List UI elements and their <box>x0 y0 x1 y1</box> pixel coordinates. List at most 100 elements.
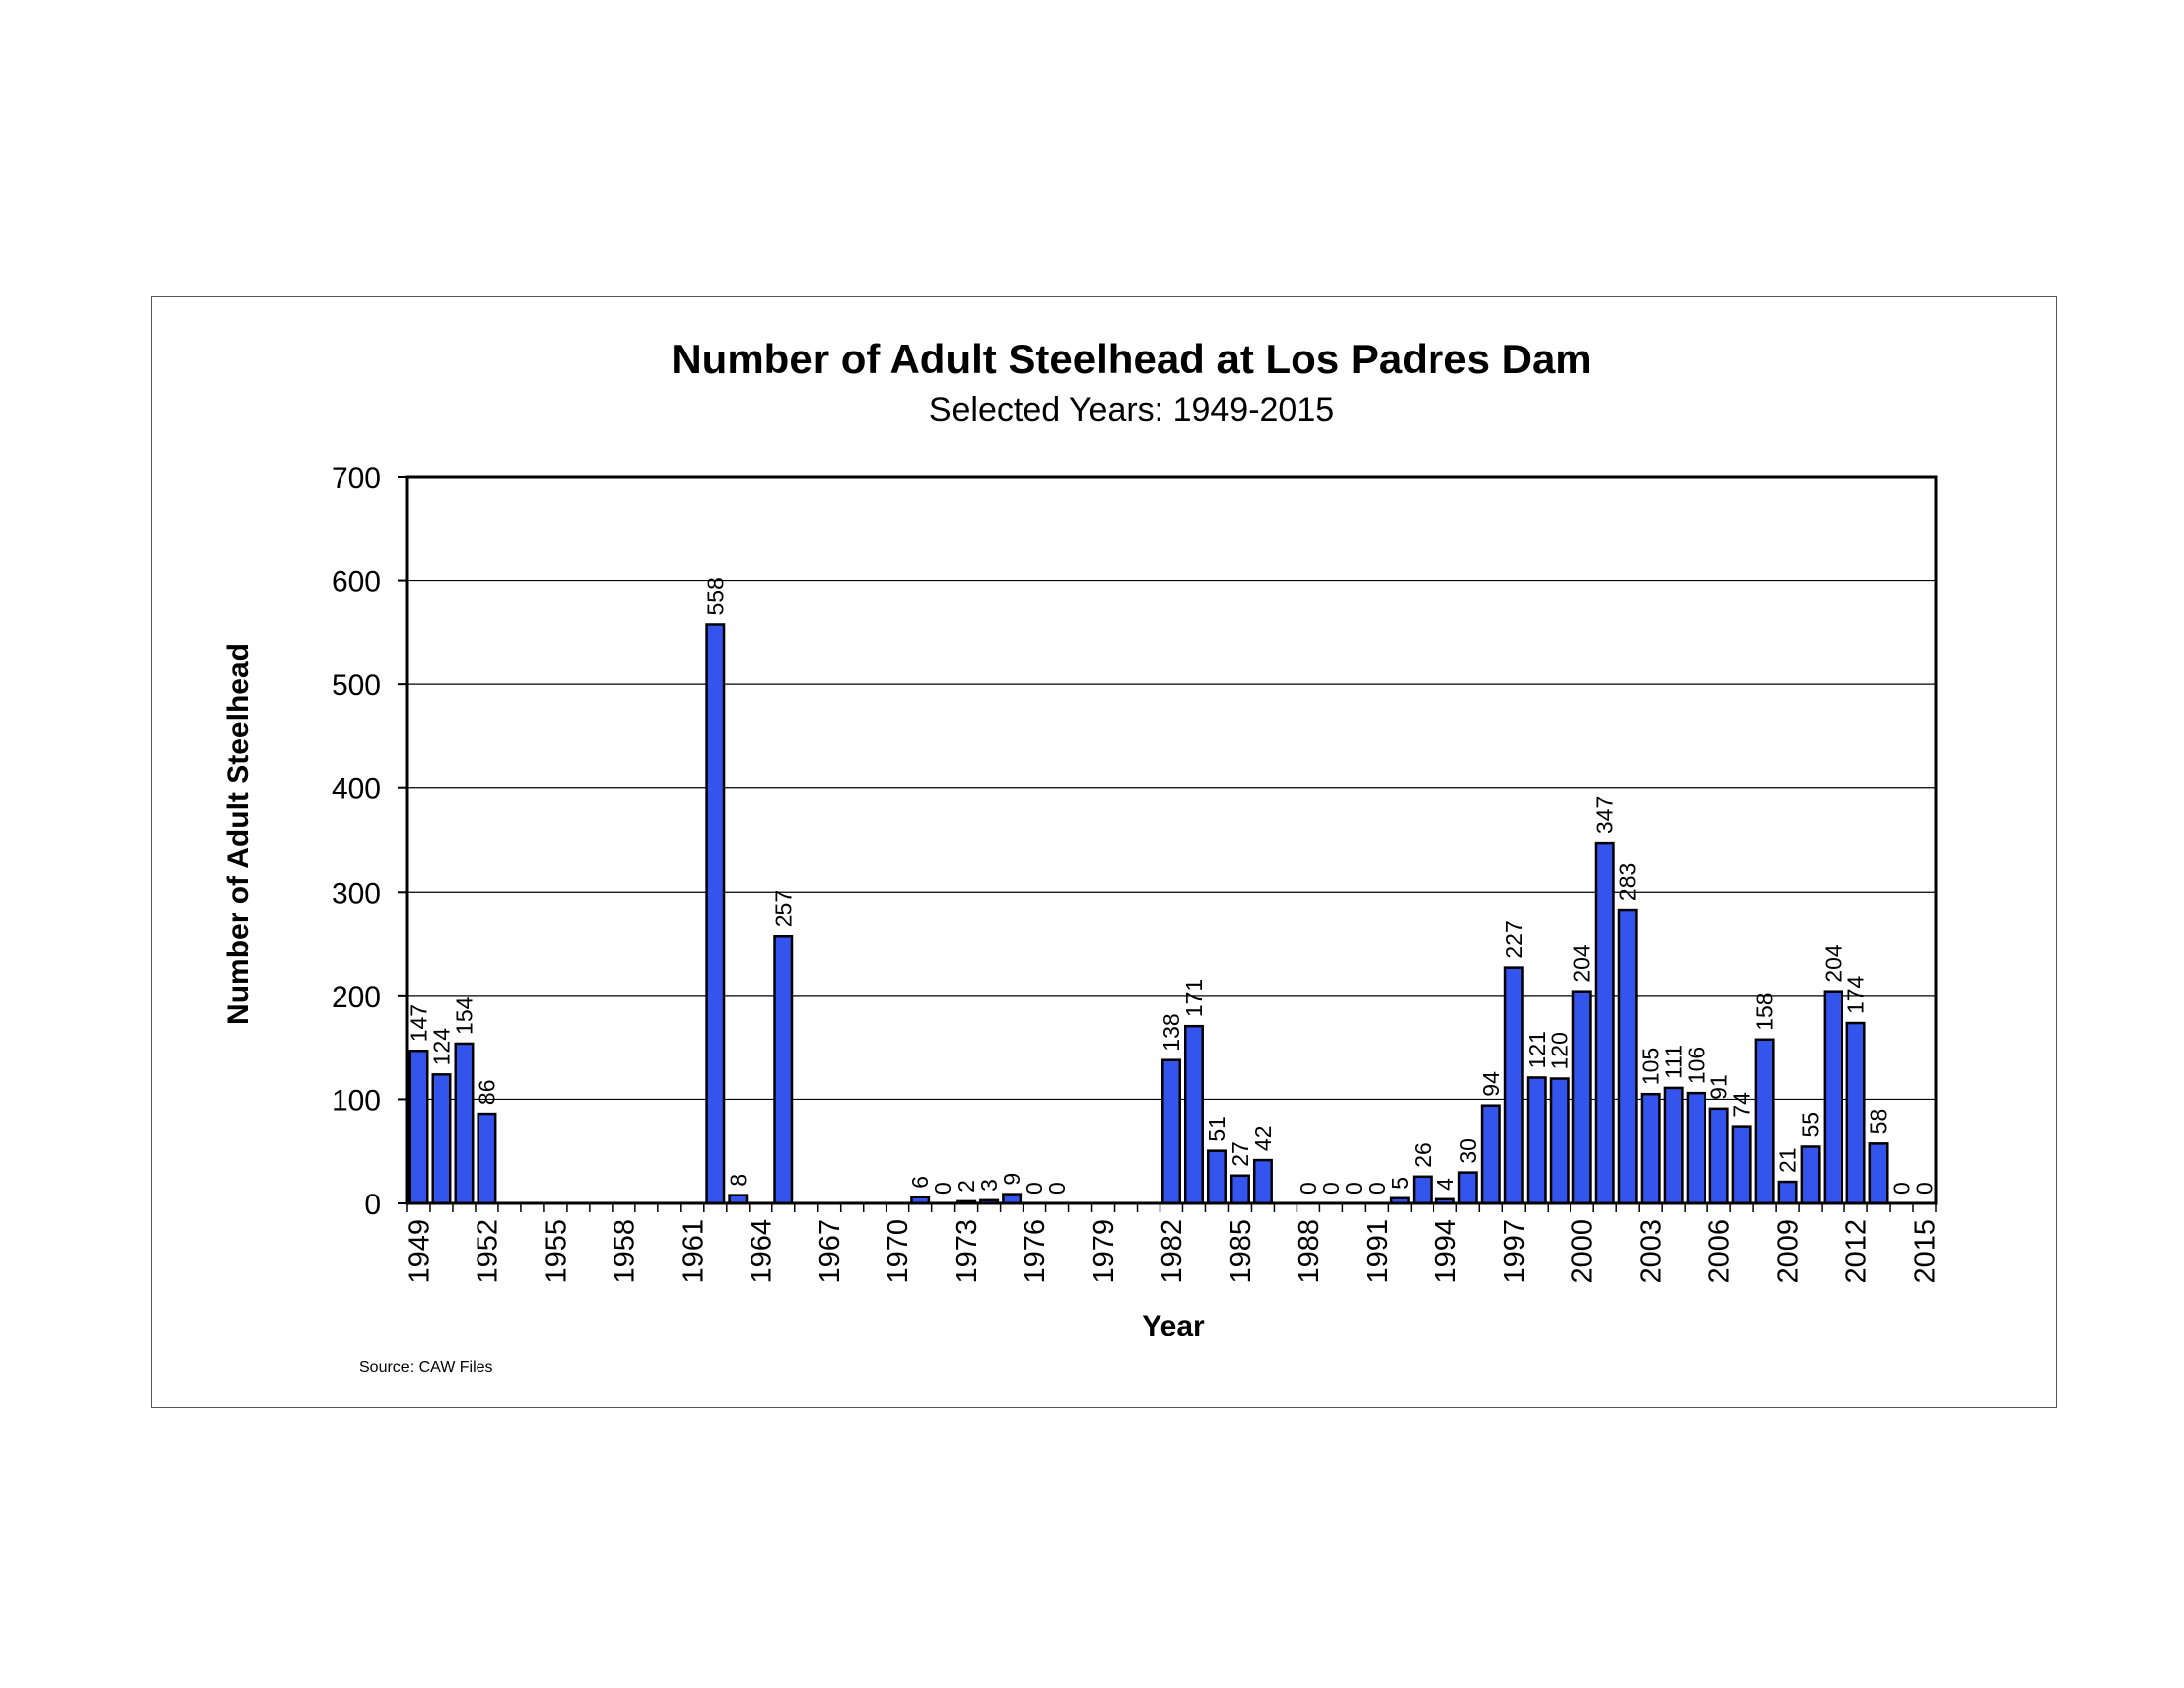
x-tick-label: 1976 <box>1020 1219 1051 1284</box>
x-tick-label: 1979 <box>1088 1219 1120 1284</box>
x-tick-label: 1970 <box>883 1219 914 1284</box>
bar <box>1708 1107 1729 1205</box>
bar <box>1663 1086 1684 1205</box>
data-label: 257 <box>770 890 796 927</box>
bar <box>408 1050 429 1205</box>
x-tick-label: 1991 <box>1362 1219 1394 1284</box>
x-tick-label: 1994 <box>1431 1219 1462 1284</box>
bar <box>1617 908 1638 1205</box>
data-label: 27 <box>1227 1141 1253 1167</box>
data-label: 558 <box>702 577 728 615</box>
bar <box>1252 1158 1273 1205</box>
x-tick-label: 1973 <box>951 1219 983 1284</box>
y-tick-label: 700 <box>332 462 381 494</box>
data-label: 58 <box>1866 1109 1892 1135</box>
data-label: 0 <box>1912 1182 1938 1195</box>
bar <box>477 1112 497 1205</box>
bar <box>1480 1104 1501 1205</box>
data-label: 3 <box>976 1179 1002 1192</box>
bar <box>705 623 726 1205</box>
x-tick-label: 1964 <box>746 1219 777 1284</box>
x-tick-label: 1985 <box>1225 1219 1257 1284</box>
bar <box>1640 1092 1661 1205</box>
x-tick-label: 2006 <box>1705 1219 1736 1284</box>
bar <box>1161 1058 1181 1205</box>
x-tick-label: 2000 <box>1568 1219 1599 1284</box>
bar <box>1549 1077 1570 1205</box>
bar <box>773 935 794 1205</box>
bar <box>1686 1091 1706 1205</box>
data-label: 0 <box>1022 1182 1047 1195</box>
x-tick-label: 1961 <box>677 1219 709 1284</box>
bar <box>1868 1142 1889 1205</box>
data-label: 86 <box>474 1079 499 1105</box>
data-label: 204 <box>1821 944 1846 983</box>
chart-frame <box>151 296 2057 1408</box>
data-label: 74 <box>1729 1092 1755 1118</box>
data-label: 105 <box>1638 1048 1664 1085</box>
y-tick-label: 500 <box>332 669 381 702</box>
data-label: 124 <box>428 1028 454 1066</box>
bar <box>1206 1149 1227 1205</box>
bar <box>1229 1174 1250 1205</box>
data-label: 94 <box>1478 1071 1504 1097</box>
bar <box>431 1073 452 1205</box>
x-tick-label: 2003 <box>1636 1219 1668 1284</box>
data-label: 21 <box>1775 1147 1801 1173</box>
data-label: 158 <box>1752 992 1778 1030</box>
data-label: 0 <box>1341 1182 1367 1195</box>
x-tick-label: 2015 <box>1910 1219 1942 1284</box>
data-label: 283 <box>1615 863 1641 901</box>
bar <box>1503 966 1524 1205</box>
data-label: 174 <box>1843 975 1869 1014</box>
x-tick-label: 1988 <box>1294 1219 1325 1284</box>
plot-area-border <box>405 475 1938 1205</box>
data-label: 55 <box>1798 1112 1824 1138</box>
data-label: 0 <box>1296 1182 1321 1195</box>
y-tick-label: 400 <box>332 774 381 806</box>
data-label: 121 <box>1524 1031 1550 1068</box>
bar <box>1777 1180 1798 1205</box>
data-label: 111 <box>1661 1045 1687 1079</box>
data-label: 4 <box>1433 1178 1458 1191</box>
bar <box>1731 1125 1752 1205</box>
x-tick-label: 1997 <box>1499 1219 1531 1284</box>
data-label: 227 <box>1501 920 1527 958</box>
data-label: 5 <box>1387 1177 1413 1190</box>
data-label: 0 <box>1044 1182 1070 1195</box>
bar <box>1594 841 1615 1205</box>
x-tick-label: 1955 <box>540 1219 572 1284</box>
y-tick-label: 100 <box>332 1084 381 1117</box>
x-tick-label: 1958 <box>609 1219 640 1284</box>
bar <box>1571 990 1592 1205</box>
bar <box>1184 1024 1204 1205</box>
y-axis-label: Number of Adult Steelhead <box>222 643 255 1025</box>
bar <box>1412 1175 1433 1205</box>
bar <box>454 1042 475 1205</box>
data-label: 91 <box>1706 1074 1732 1100</box>
data-label: 0 <box>930 1182 956 1195</box>
data-label: 138 <box>1159 1013 1184 1051</box>
x-tick-label: 1967 <box>814 1219 846 1284</box>
chart-title: Number of Adult Steelhead at Los Padres … <box>671 336 1591 382</box>
source-note: Source: CAW Files <box>359 1359 493 1376</box>
bar <box>1526 1076 1547 1205</box>
y-tick-label: 600 <box>332 566 381 599</box>
data-label: 42 <box>1250 1125 1276 1151</box>
data-label: 147 <box>405 1004 431 1042</box>
data-label: 204 <box>1570 944 1595 983</box>
bar <box>1845 1021 1866 1205</box>
data-label: 51 <box>1204 1116 1230 1142</box>
data-label: 0 <box>1318 1182 1344 1195</box>
bar <box>1800 1145 1821 1205</box>
data-label: 154 <box>451 996 477 1035</box>
x-tick-label: 2009 <box>1773 1219 1805 1284</box>
data-label: 347 <box>1592 796 1618 834</box>
data-label: 8 <box>725 1174 751 1187</box>
data-label: 6 <box>907 1176 933 1189</box>
data-label: 0 <box>1889 1182 1915 1195</box>
x-tick-label: 1982 <box>1157 1219 1188 1284</box>
bar <box>1457 1171 1478 1205</box>
y-tick-label: 300 <box>332 877 381 910</box>
